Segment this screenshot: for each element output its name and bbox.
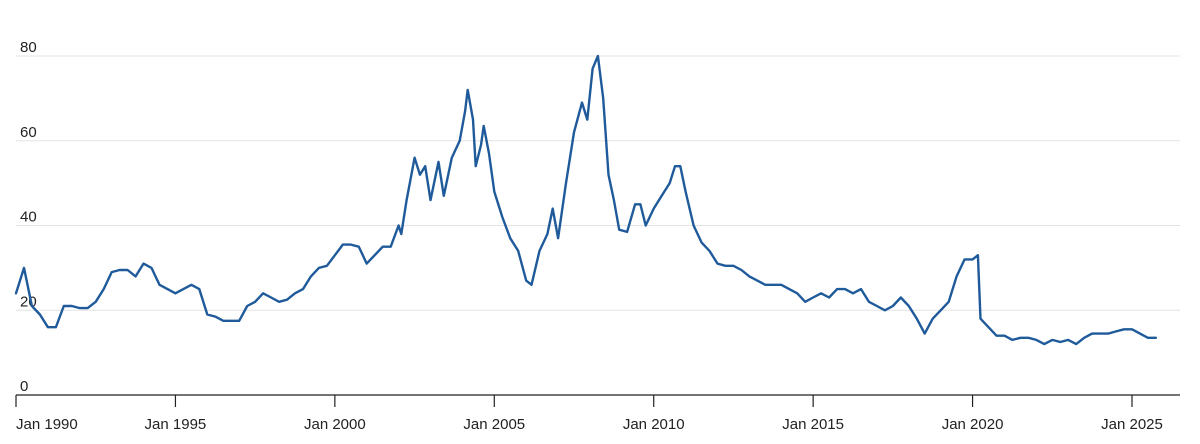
series-line-0 bbox=[14, 54, 1158, 346]
x-tick-label: Jan 2010 bbox=[623, 416, 685, 433]
x-tick-label: Jan 2000 bbox=[304, 416, 366, 433]
x-tick-label: Jan 2020 bbox=[942, 416, 1004, 433]
y-tick-label: 0 bbox=[20, 378, 28, 395]
gridlines bbox=[16, 55, 1180, 311]
x-tick-label: Jan 1995 bbox=[145, 416, 207, 433]
y-tick-label: 60 bbox=[20, 124, 37, 141]
series-layer bbox=[14, 54, 1158, 346]
x-tick-label: Jan 2015 bbox=[782, 416, 844, 433]
x-tick-label: Jan 1990 bbox=[16, 416, 78, 433]
x-tick-label: Jan 2005 bbox=[463, 416, 525, 433]
x-axis: Jan 1990 Jan 1995 Jan 2000 Jan 2005 Jan 2010… bbox=[15, 394, 1180, 433]
y-tick-label: 80 bbox=[20, 39, 37, 56]
y-tick-label: 40 bbox=[20, 209, 37, 226]
x-tick-label: Jan 2025 bbox=[1101, 416, 1163, 433]
